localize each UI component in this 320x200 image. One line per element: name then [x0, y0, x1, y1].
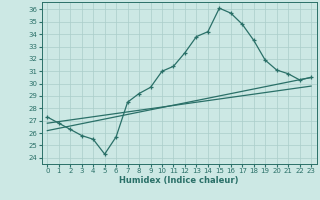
X-axis label: Humidex (Indice chaleur): Humidex (Indice chaleur): [119, 176, 239, 185]
